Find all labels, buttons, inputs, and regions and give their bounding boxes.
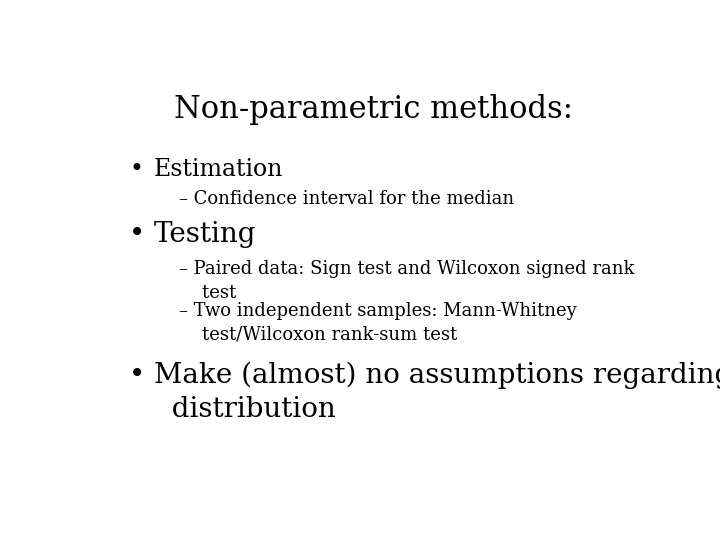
Text: – Confidence interval for the median: – Confidence interval for the median xyxy=(179,190,514,207)
Text: •: • xyxy=(129,362,145,389)
Text: Testing: Testing xyxy=(154,221,256,248)
Text: – Two independent samples: Mann-Whitney
    test/Wilcoxon rank-sum test: – Two independent samples: Mann-Whitney … xyxy=(179,302,577,343)
Text: – Paired data: Sign test and Wilcoxon signed rank
    test: – Paired data: Sign test and Wilcoxon si… xyxy=(179,260,635,302)
Text: Non-parametric methods:: Non-parametric methods: xyxy=(174,94,572,125)
Text: •: • xyxy=(129,221,145,248)
Text: Estimation: Estimation xyxy=(154,158,284,181)
Text: Make (almost) no assumptions regarding
  distribution: Make (almost) no assumptions regarding d… xyxy=(154,362,720,423)
Text: •: • xyxy=(129,158,143,181)
